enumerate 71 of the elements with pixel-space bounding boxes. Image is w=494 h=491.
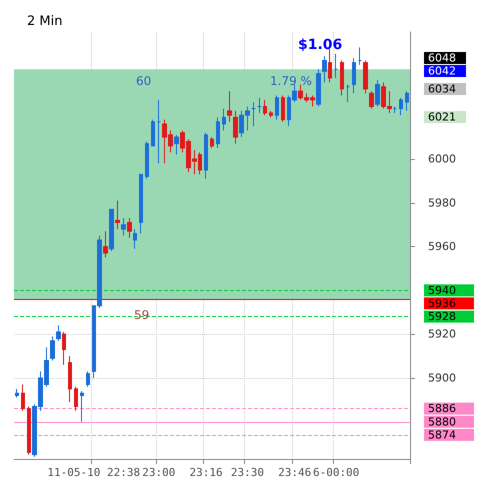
x-tick-label: 23:30 (230, 466, 264, 479)
ref-line-label: 5874 (428, 428, 456, 442)
x-tick-label: 23:46 (278, 466, 312, 479)
candlestick (393, 106, 397, 114)
x-tick-label: 23:16 (190, 466, 223, 479)
candlestick (204, 132, 208, 180)
chart-title: 2 Min (27, 14, 62, 29)
candlestick (358, 46, 362, 66)
annotation: 60 (136, 74, 152, 88)
candlestick (145, 140, 149, 180)
candlestick (174, 134, 179, 156)
candlestick (74, 386, 78, 412)
candlestick (133, 228, 137, 250)
candlestick (251, 102, 256, 127)
candlestick (157, 99, 161, 164)
candlestick (399, 97, 403, 116)
candlestick (56, 324, 61, 342)
ref-line-label: 5886 (428, 402, 456, 416)
candlestick (80, 390, 84, 422)
annotation: $1.06 (298, 37, 342, 53)
candlestick (103, 230, 108, 258)
text: 6021 (428, 110, 456, 124)
candlestick (68, 356, 72, 403)
y-tick-label: 6000 (428, 152, 456, 166)
candlestick (151, 119, 155, 146)
text: 6034 (428, 82, 456, 96)
candlestick (346, 84, 350, 103)
candlestick (139, 174, 143, 234)
y-tick-label: 5980 (428, 196, 456, 210)
y-tick-label: 5920 (428, 328, 456, 341)
ref-line-label: 5940 (428, 284, 456, 297)
y-tick-label: 5960 (428, 240, 456, 254)
x-tick-label: 23:00 (142, 466, 176, 479)
candlestick (121, 218, 126, 236)
candlestick (222, 108, 226, 132)
candlestick (86, 370, 90, 388)
ref-line-label: 5928 (428, 310, 456, 324)
candlestick (216, 116, 220, 149)
candlestick (210, 136, 214, 149)
candlestick (269, 110, 273, 118)
ref-line-label: 5880 (428, 415, 456, 428)
candlestick (227, 90, 232, 122)
candlestick (50, 336, 55, 361)
candlestick (369, 90, 374, 110)
text: 6048 (428, 52, 456, 64)
candlestick (263, 99, 267, 116)
candlestick (109, 208, 114, 252)
text: 6042 (428, 64, 456, 78)
candlestick (316, 68, 321, 107)
candlestick (334, 53, 338, 78)
candlestick (15, 388, 19, 398)
candlestick (281, 95, 285, 122)
x-tick-label: 11-05-10 22:38 (47, 466, 140, 479)
candlestick (115, 200, 120, 230)
y-tick-label: 5900 (428, 371, 456, 384)
candlestick (127, 218, 132, 238)
candlestick (257, 97, 262, 114)
ref-line-label: 5936 (428, 296, 456, 310)
candlestick (21, 384, 25, 412)
candlestick (27, 406, 31, 456)
candlestick (233, 110, 238, 144)
candlestick (322, 56, 327, 83)
candlestick (405, 90, 409, 112)
candlestick (375, 80, 380, 107)
candlestick (62, 331, 66, 366)
candlestick (340, 60, 344, 96)
candlestick (363, 60, 368, 94)
candlestick (275, 95, 279, 120)
x-tick-label: 6-00:00 (312, 466, 360, 479)
candlestick (352, 58, 356, 94)
annotation: 1.79 % (270, 74, 312, 88)
